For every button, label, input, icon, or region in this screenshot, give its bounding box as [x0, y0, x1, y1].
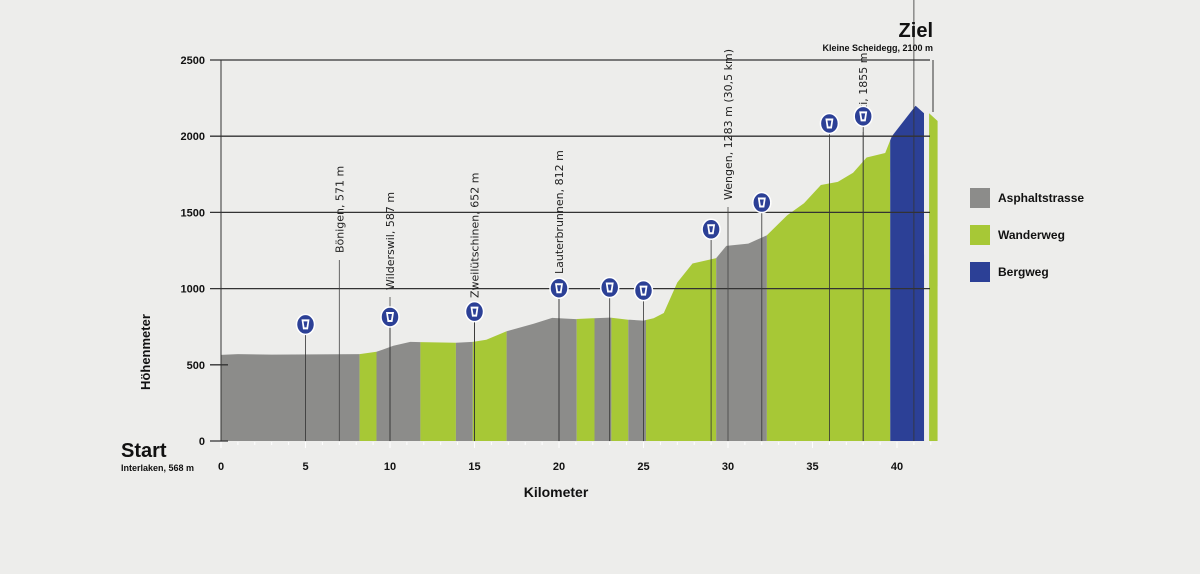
- segment-asphaltstrasse: [594, 317, 612, 441]
- cup-icon: [464, 300, 485, 323]
- segment-wanderweg: [420, 342, 456, 441]
- segment-bergweg: [890, 105, 925, 441]
- place-label: Lauterbrunnen, 812 m: [553, 150, 566, 274]
- cup-inner: [607, 284, 612, 291]
- finish-sublabel: Kleine Scheidegg, 2100 m: [822, 43, 933, 53]
- cup-inner: [827, 120, 832, 127]
- cup-inner: [641, 287, 646, 294]
- legend-swatch: [970, 188, 990, 208]
- cup-inner: [861, 113, 866, 120]
- cup-icon: [819, 112, 840, 135]
- y-tick-label: 2000: [181, 131, 205, 143]
- cup-icon: [853, 105, 873, 128]
- x-tick-label: 30: [722, 461, 734, 473]
- x-tick-label: 15: [468, 461, 480, 473]
- segment-asphaltstrasse: [221, 354, 360, 441]
- x-tick-label: 10: [384, 461, 396, 473]
- segment-wanderweg: [611, 317, 629, 441]
- cup-inner: [557, 285, 561, 292]
- cup-icon: [701, 218, 721, 241]
- segment-asphaltstrasse: [506, 317, 577, 441]
- legend-label: Asphaltstrasse: [998, 191, 1084, 205]
- cup-icon: [380, 306, 400, 328]
- legend-swatch: [970, 225, 990, 245]
- legend-swatch: [970, 262, 990, 282]
- cup-icon: [752, 191, 772, 214]
- x-tick-label: 35: [806, 461, 818, 473]
- legend-label: Wanderweg: [998, 228, 1065, 242]
- segment-asphaltstrasse: [455, 341, 473, 441]
- place-label: Wilderswil, 587 m: [384, 192, 397, 290]
- x-tick-label: 25: [637, 461, 649, 473]
- cup-inner: [709, 226, 714, 233]
- segment-asphaltstrasse: [376, 341, 421, 441]
- segment-asphaltstrasse: [716, 235, 767, 441]
- y-tick-label: 1500: [181, 207, 205, 219]
- segment-wanderweg: [929, 113, 938, 442]
- segment-wanderweg: [646, 258, 717, 441]
- x-tick-label: 0: [218, 461, 224, 473]
- cup-icon: [549, 277, 569, 299]
- legend-label: Bergweg: [998, 265, 1049, 279]
- x-axis-label: Kilometer: [524, 484, 589, 500]
- place-label: Zweilütschinen, 652 m: [469, 173, 482, 298]
- cup-inner: [759, 199, 764, 206]
- x-tick-label: 5: [302, 461, 308, 473]
- segment-wanderweg: [359, 351, 377, 441]
- place-label: Bönigen, 571 m: [333, 166, 346, 253]
- cup-inner: [472, 308, 477, 315]
- y-tick-label: 0: [199, 436, 205, 448]
- cup-inner: [388, 313, 392, 320]
- finish-label: Ziel: [899, 20, 933, 42]
- cup-icon: [295, 313, 316, 336]
- start-sublabel: Interlaken, 568 m: [121, 463, 194, 473]
- cup-icon: [599, 276, 620, 299]
- start-label: Start: [121, 440, 167, 462]
- y-tick-label: 2500: [181, 55, 205, 67]
- segment-wanderweg: [472, 331, 507, 441]
- x-tick-label: 20: [553, 461, 565, 473]
- y-axis-label: Höhenmeter: [138, 314, 153, 390]
- segment-wanderweg: [766, 140, 891, 441]
- segment-wanderweg: [576, 318, 595, 441]
- y-tick-label: 500: [187, 360, 205, 372]
- segment-asphaltstrasse: [628, 319, 647, 441]
- x-tick-label: 40: [891, 461, 903, 473]
- cup-icon: [633, 279, 654, 302]
- place-label: Wengen, 1283 m (30,5 km): [722, 49, 735, 200]
- cup-inner: [303, 321, 308, 328]
- y-tick-label: 1000: [181, 284, 205, 296]
